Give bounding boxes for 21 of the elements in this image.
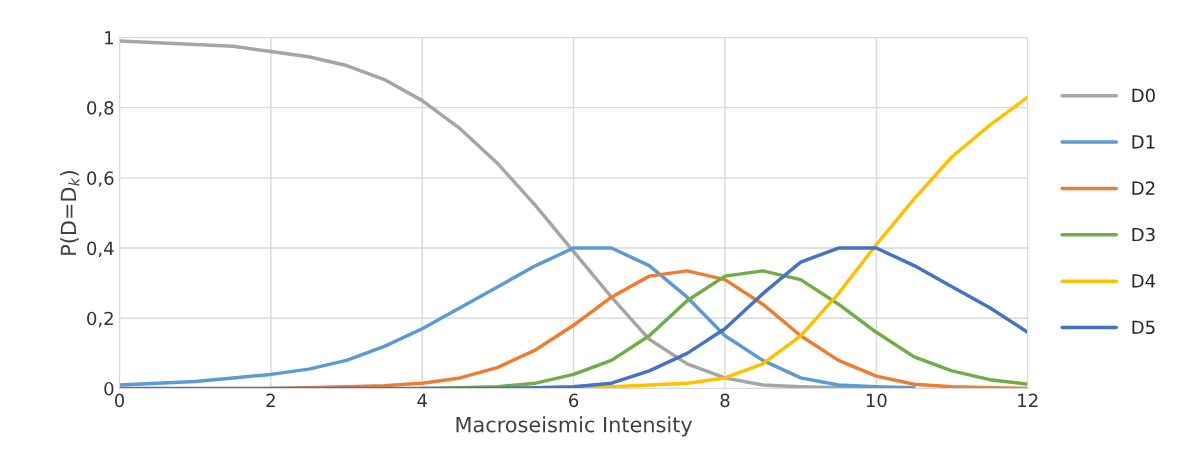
y-tick-label: 0,6 — [87, 171, 114, 187]
legend-label: D2 — [1132, 181, 1155, 195]
y-tick-label: 0 — [104, 381, 114, 396]
x-tick-label: 4 — [417, 393, 427, 408]
x-tick-label: 6 — [569, 393, 579, 408]
x-tick-label: 2 — [266, 393, 275, 408]
x-tick-label: 8 — [720, 393, 730, 408]
y-tick-label: 0,2 — [87, 311, 113, 328]
legend-label: D3 — [1132, 227, 1155, 242]
x-tick-label: 0 — [114, 393, 125, 408]
y-tick-label: 1 — [105, 31, 113, 45]
legend-label: D1 — [1132, 135, 1155, 149]
legend-label: D0 — [1132, 88, 1155, 103]
y-tick-label: 0,8 — [87, 101, 114, 117]
x-tick-label: 12 — [1018, 393, 1038, 408]
legend-label: D4 — [1132, 274, 1156, 288]
x-axis-title: Macroseismic Intensity — [456, 416, 693, 437]
y-tick-label: 0,4 — [87, 241, 114, 257]
x-tick-label: 10 — [866, 393, 887, 408]
legend-label: D5 — [1132, 320, 1155, 335]
y-axis-title: P(D=D$_{k}$) — [60, 171, 80, 255]
